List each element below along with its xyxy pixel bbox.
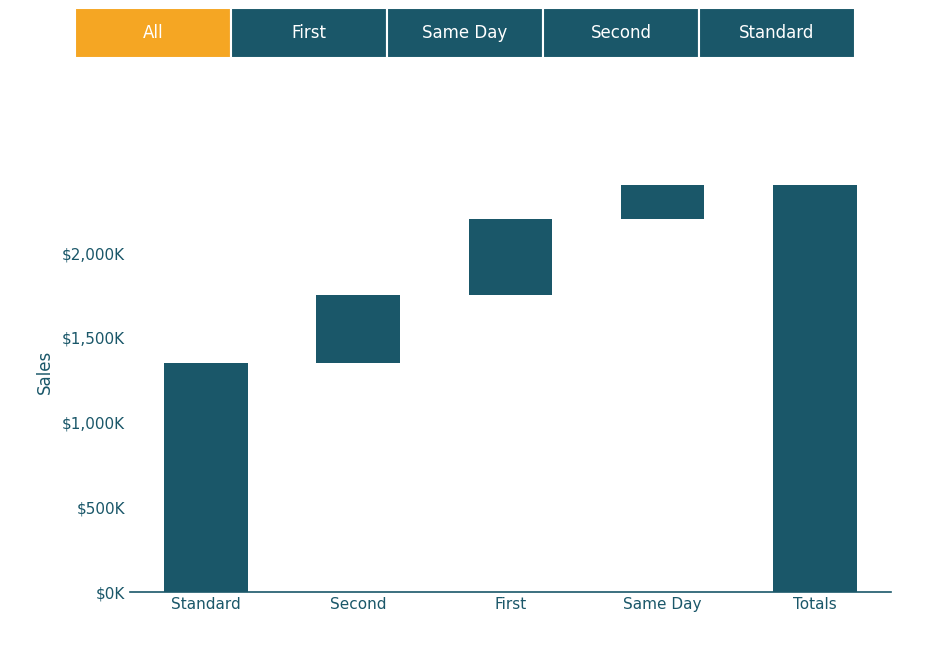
Text: All: All xyxy=(143,24,163,42)
Bar xyxy=(620,186,704,219)
Bar xyxy=(772,186,856,592)
Y-axis label: Sales: Sales xyxy=(35,349,54,394)
Text: Second: Second xyxy=(590,24,651,42)
Text: Standard: Standard xyxy=(739,24,814,42)
Bar xyxy=(468,219,552,295)
Text: Same Day: Same Day xyxy=(422,24,507,42)
Bar xyxy=(316,295,400,363)
Bar xyxy=(164,363,248,592)
Text: First: First xyxy=(291,24,326,42)
